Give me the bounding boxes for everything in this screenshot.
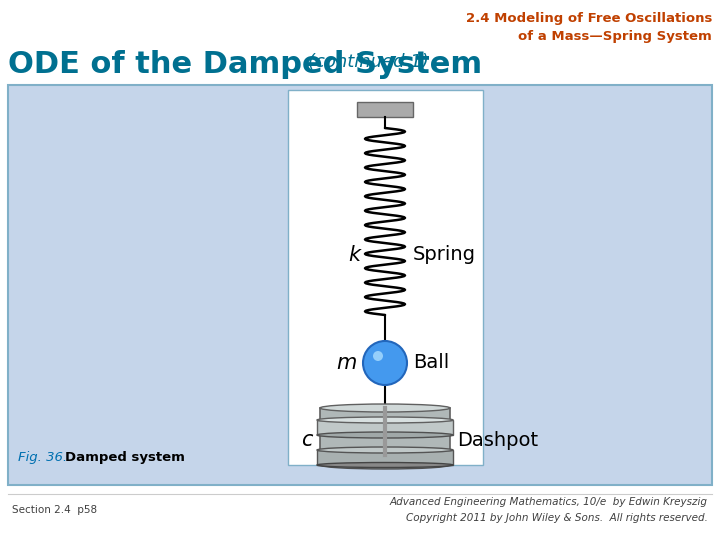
Text: Copyright 2011 by John Wiley & Sons.  All rights reserved.: Copyright 2011 by John Wiley & Sons. All…: [406, 513, 708, 523]
Bar: [357, 102, 413, 117]
Text: (continued 1): (continued 1): [308, 53, 428, 71]
Text: Spring: Spring: [413, 246, 476, 265]
Bar: [288, 90, 483, 465]
Text: Fig. 36.: Fig. 36.: [18, 451, 67, 464]
Ellipse shape: [320, 404, 450, 412]
Ellipse shape: [317, 417, 453, 423]
Ellipse shape: [320, 461, 450, 469]
Text: m: m: [337, 353, 357, 373]
Ellipse shape: [363, 341, 407, 385]
Text: Advanced Engineering Mathematics, 10/e  by Edwin Kreyszig: Advanced Engineering Mathematics, 10/e b…: [390, 497, 708, 507]
Text: Section 2.4  p58: Section 2.4 p58: [12, 505, 97, 515]
Text: Damped system: Damped system: [65, 451, 185, 464]
Ellipse shape: [317, 447, 453, 453]
Bar: [8, 85, 712, 485]
Text: of a Mass—Spring System: of a Mass—Spring System: [518, 30, 712, 43]
Ellipse shape: [317, 432, 453, 438]
Text: ODE of the Damped System: ODE of the Damped System: [8, 50, 482, 79]
Text: Dashpot: Dashpot: [457, 430, 538, 449]
Bar: [320, 408, 450, 465]
Bar: [317, 420, 453, 435]
Text: 2.4 Modeling of Free Oscillations: 2.4 Modeling of Free Oscillations: [466, 12, 712, 25]
Ellipse shape: [317, 462, 453, 468]
Ellipse shape: [373, 351, 383, 361]
Bar: [317, 450, 453, 465]
Text: k: k: [348, 245, 360, 265]
Text: c: c: [302, 430, 313, 450]
Text: Ball: Ball: [413, 354, 449, 373]
